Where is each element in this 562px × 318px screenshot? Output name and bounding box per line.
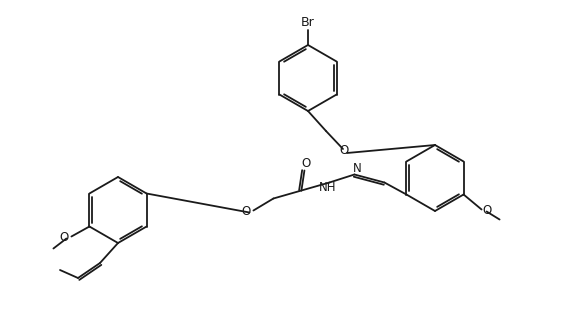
Text: O: O	[302, 157, 311, 170]
Text: NH: NH	[319, 181, 336, 194]
Text: Br: Br	[301, 16, 315, 29]
Text: N: N	[353, 162, 362, 175]
Text: O: O	[59, 231, 69, 244]
Text: O: O	[483, 204, 492, 217]
Text: O: O	[339, 143, 348, 156]
Text: O: O	[241, 205, 251, 218]
